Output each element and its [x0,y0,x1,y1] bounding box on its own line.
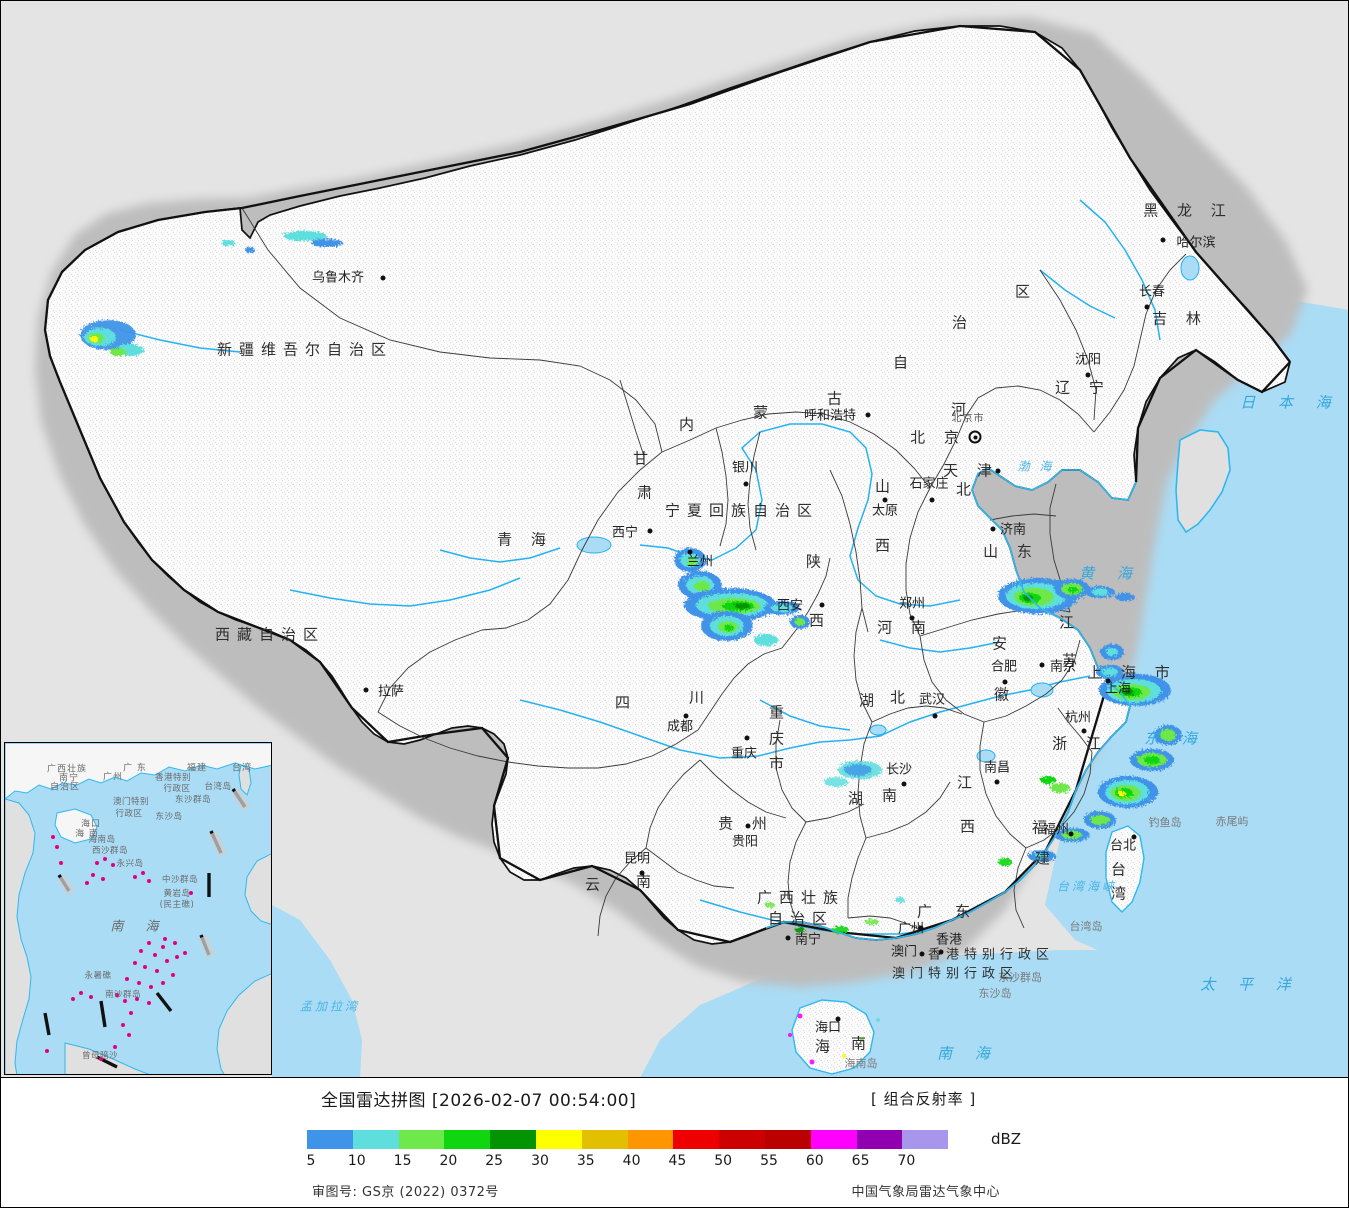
colorbar-bin-20 [444,1130,491,1149]
legend-panel: 全国雷达拼图 [2026-02-07 00:54:00] [ 组合反射率 ] d… [0,1078,1349,1208]
colorbar-bin-60 [810,1130,857,1149]
tianjin-dot [995,468,1001,474]
rivers-layer [119,199,1200,935]
hainan-island [791,999,875,1075]
colorbar-tick-20: 20 [439,1153,458,1169]
colorbar-tick-5: 5 [306,1153,316,1169]
city-dot-hohhot [865,412,871,418]
echo-hunan [824,761,882,787]
colorbar-bin-45 [673,1130,720,1149]
colorbar-tick-60: 60 [805,1153,824,1169]
colorbar-bin-55 [764,1130,811,1149]
colorbar-tick-40: 40 [622,1153,641,1169]
echo-hainan [788,1013,880,1065]
city-dot-harbin [1160,237,1166,243]
echo-xinjiang [80,320,144,356]
city-dot-wuhan [932,713,938,719]
city-dot-taiyuan [882,497,888,503]
echo-tianshan [221,231,343,253]
city-dot-shanghai [1105,678,1111,684]
city-dot-kunming [639,870,645,876]
city-dot-nanjing [1039,662,1045,668]
colorbar-tick-70: 70 [897,1153,916,1169]
taiwan-island [1105,825,1145,913]
city-dot-xian [819,602,825,608]
city-dot-zhengzhou [909,615,915,621]
dbz-unit-label: dBZ [991,1130,1022,1148]
colorbar-tick-10: 10 [347,1153,366,1169]
city-dot-shijiazhuang [929,497,935,503]
city-dot-hangzhou [1081,728,1087,734]
city-dot-changsha [901,781,907,787]
colorbar-bin-50 [719,1130,765,1149]
coastline-layer [765,429,1231,941]
colorbar-bin-15 [398,1130,445,1149]
colorbar-tick-35: 35 [576,1153,595,1169]
city-dot-chengdu [683,713,689,719]
inset-base [5,743,271,1074]
colorbar-tick-labels: 5 10 15 20 25 30 35 40 45 50 55 60 65 70 [307,1153,997,1171]
city-dot-yinchuan [743,481,749,487]
colorbar-tick-65: 65 [851,1153,870,1169]
radar-echo-layer [80,231,1182,1065]
city-dot-hefei [1002,679,1008,685]
city-dot-guangzhou [918,925,924,931]
colorbar-bin-30 [535,1130,582,1149]
city-dot-changchun [1144,304,1150,310]
city-dot-nanchang [994,779,1000,785]
city-dot-jinan [990,526,996,532]
south-china-sea-inset[interactable]: 广西壮族 自治区广 东台湾 福建海 南南宁 广州 海口 香港特别 行政区 澳门特别 行政区 台湾岛… [4,742,272,1075]
map-base-layer [34,17,1349,1078]
colorbar-bin-5 [307,1130,353,1149]
dbz-colorbar[interactable] [307,1130,949,1149]
city-dot-lanzhou [687,549,693,555]
colorbar-tick-50: 50 [714,1153,733,1169]
province-boundaries-layer [43,24,1291,944]
product-mode-label: [ 组合反射率 ] [871,1090,977,1108]
colorbar-tick-30: 30 [531,1153,549,1169]
colorbar-bin-25 [490,1130,536,1149]
city-dot-guiyang [745,823,751,829]
echo-shaanxi-gansu [674,548,810,646]
colorbar-bin-35 [581,1130,628,1149]
city-dot-macau [919,951,925,957]
echo-zhejiang-fujian [1028,725,1182,862]
colorbar-bin-70 [902,1130,949,1149]
colorbar-bin-40 [627,1130,674,1149]
city-dot-chongqing-c [744,735,750,741]
colorbar-tick-15: 15 [393,1153,412,1169]
city-dot-urumqi [380,275,386,281]
colorbar-bin-65 [856,1130,903,1149]
map-approval-number: 审图号: GS京 (2022) 0372号 [312,1185,499,1200]
colorbar-tick-55: 55 [760,1153,778,1169]
city-dot-shenyang [1085,372,1091,378]
china-radar-map[interactable]: 新疆维吾尔自治区 西藏自治区青 海甘肃内蒙古自治区黑 龙 江吉 林辽 宁河北山西山… [0,0,1349,1078]
beijing-capital-marker [968,430,982,444]
legend-title: 全国雷达拼图 [2026-02-07 00:54:00] [321,1091,637,1111]
city-dot-hongkong [938,949,944,955]
city-dot-lhasa [363,687,369,693]
issuing-agency: 中国气象局雷达气象中心 [851,1185,1000,1200]
city-dot-xining [647,528,653,534]
colorbar-bin-10 [352,1130,399,1149]
city-dot-fuzhou [1068,831,1074,837]
city-dot-haikou [835,1016,841,1022]
city-dot-nanning [785,935,791,941]
colorbar-tick-25: 25 [485,1153,504,1169]
colorbar-tick-45: 45 [668,1153,687,1169]
city-dot-taipei [1131,834,1137,840]
